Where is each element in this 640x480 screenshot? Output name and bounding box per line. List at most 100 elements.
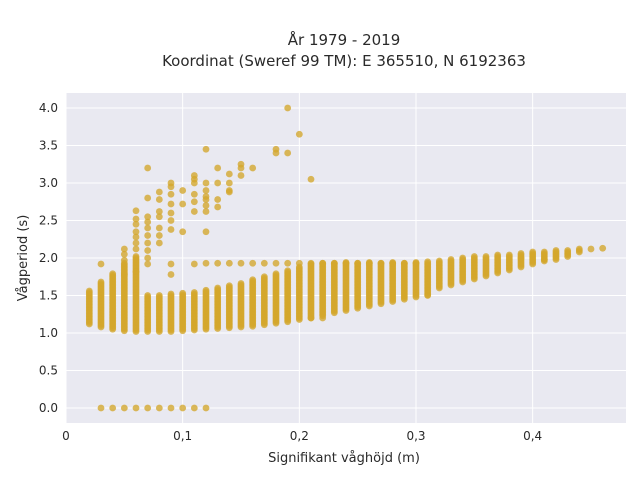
data-point: [120, 404, 128, 412]
data-point: [225, 282, 233, 290]
data-point: [389, 259, 397, 267]
data-point: [342, 259, 350, 267]
data-point: [167, 404, 175, 412]
data-point: [575, 245, 583, 253]
x-tick-label: 0,1: [173, 429, 192, 443]
x-tick-label: 0,4: [523, 429, 542, 443]
data-point: [144, 224, 152, 232]
data-point: [155, 239, 163, 247]
data-point: [190, 208, 198, 215]
data-point: [190, 260, 198, 268]
data-point: [144, 247, 152, 254]
data-point: [307, 259, 315, 267]
y-tick-label: 1.5: [39, 289, 58, 303]
data-point: [214, 284, 222, 292]
data-point: [120, 250, 128, 258]
data-point: [412, 259, 420, 267]
y-tick-label: 4.0: [39, 101, 58, 115]
data-point: [167, 217, 175, 224]
data-point: [132, 220, 140, 228]
y-tick-label: 3.5: [39, 139, 58, 153]
data-point: [459, 254, 467, 262]
data-point: [225, 179, 233, 187]
y-axis-ticks: 0.0 0.5 1.0 1.5 2.0 2.5 3.0 3.5 4.0: [39, 101, 58, 415]
data-point: [295, 259, 303, 267]
data-point: [190, 198, 198, 206]
data-point: [144, 232, 152, 239]
y-axis-label: Vågperiod (s): [16, 215, 31, 302]
data-point: [295, 130, 303, 138]
data-point: [202, 145, 210, 153]
data-point: [249, 276, 257, 284]
data-point: [167, 260, 175, 268]
data-point: [225, 259, 233, 267]
data-point: [132, 215, 140, 223]
y-tick-label: 2.5: [39, 214, 58, 228]
data-point: [109, 404, 117, 412]
data-point: [144, 254, 152, 262]
data-point: [400, 259, 408, 267]
data-point: [540, 256, 548, 263]
data-point: [144, 194, 152, 202]
data-point: [237, 280, 245, 287]
data-point: [97, 278, 105, 286]
data-point: [225, 170, 233, 178]
data-point: [260, 259, 268, 267]
y-tick-label: 1.0: [39, 326, 58, 340]
data-point: [190, 289, 198, 296]
data-point: [190, 179, 198, 187]
data-point: [202, 259, 210, 267]
data-point: [307, 175, 315, 183]
data-point: [155, 208, 163, 215]
data-point: [144, 260, 152, 268]
data-point: [202, 228, 210, 236]
data-point: [132, 245, 140, 253]
data-point: [237, 164, 245, 172]
data-point: [202, 179, 210, 187]
data-point: [225, 188, 233, 196]
data-point: [237, 172, 245, 179]
data-point: [202, 202, 210, 209]
y-tick-label: 0.0: [39, 401, 58, 415]
data-point: [587, 245, 595, 253]
data-point: [132, 268, 140, 275]
data-point: [202, 286, 210, 294]
data-point: [424, 292, 432, 299]
data-point: [214, 164, 222, 172]
data-point: [120, 245, 128, 253]
data-point: [260, 273, 268, 281]
x-axis-ticks: 0 0,1 0,2 0,3 0,4: [62, 429, 542, 443]
data-point: [144, 213, 152, 221]
x-tick-label: 0,3: [406, 429, 425, 443]
data-point: [284, 267, 292, 275]
data-point: [552, 247, 560, 254]
data-point: [155, 213, 163, 221]
data-point: [272, 270, 280, 278]
data-point: [132, 228, 140, 236]
data-point: [179, 187, 187, 194]
data-point: [155, 224, 163, 232]
data-point: [144, 404, 152, 412]
data-point: [319, 259, 327, 267]
data-point: [447, 256, 455, 263]
data-point: [202, 404, 210, 412]
data-point: [167, 226, 175, 233]
data-point: [167, 209, 175, 217]
y-tick-label: 2.0: [39, 251, 58, 265]
data-point: [144, 218, 152, 226]
data-point: [190, 190, 198, 198]
data-point: [120, 256, 128, 264]
data-point: [202, 208, 210, 215]
data-point: [599, 244, 607, 252]
data-point: [249, 164, 257, 172]
data-point: [330, 259, 338, 267]
data-point: [144, 292, 152, 299]
data-point: [202, 196, 210, 203]
data-point: [540, 248, 548, 256]
y-tick-label: 0.5: [39, 364, 58, 378]
data-points: [85, 104, 607, 412]
data-point: [179, 404, 187, 412]
data-point: [167, 200, 175, 208]
data-point: [517, 254, 525, 262]
data-point: [167, 290, 175, 298]
